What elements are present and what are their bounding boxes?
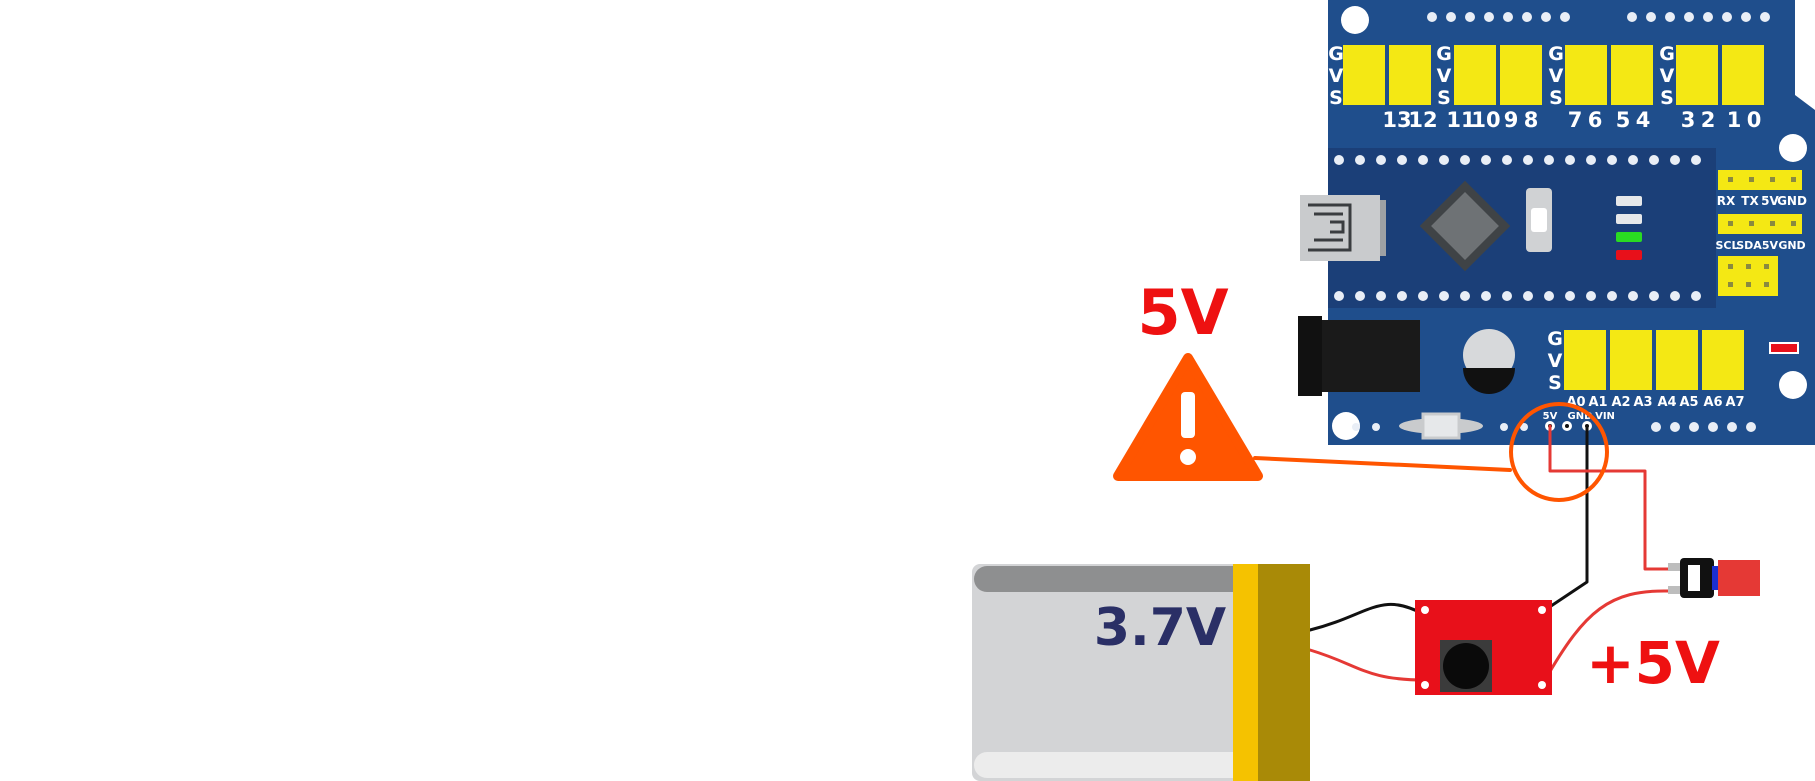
wires (1253, 402, 1670, 682)
uart-label: TX (1741, 194, 1759, 208)
mounting-hole (1341, 6, 1369, 34)
status-leds-icon (1616, 196, 1642, 260)
gvs-letter: G (1328, 43, 1344, 65)
uart-header: RX TX 5V GND (1717, 170, 1807, 208)
gvs-labels-bottom: G V S (1547, 328, 1563, 394)
pin-label: 4 (1636, 108, 1651, 132)
top-pin-row (1427, 12, 1770, 22)
analog-pin-label: A2 (1611, 395, 1630, 410)
power-pin-holes (1545, 421, 1592, 431)
output-voltage-label: +5V (1586, 629, 1720, 697)
gvs-letter: V (1548, 350, 1563, 372)
gvs-letter: V (1660, 65, 1675, 87)
i2c-label: SDA (1736, 239, 1762, 252)
uart-label: GND (1777, 194, 1807, 208)
pin-label: 9 (1504, 108, 1519, 132)
small-switch-icon (1399, 412, 1483, 440)
warning-exclamation-dot (1180, 449, 1196, 465)
i2c-label: GND (1778, 239, 1805, 252)
mounting-hole (1779, 371, 1807, 399)
analog-pin-label: A6 (1703, 395, 1722, 410)
analog-headers (1564, 330, 1744, 390)
analog-pin-labels: A0 A1 A2 A3 A4 A5 A6 A7 (1566, 395, 1744, 410)
power-pin-label: VIN (1595, 411, 1615, 422)
gvs-letter: S (1548, 372, 1562, 394)
pin-label: 6 (1588, 108, 1603, 132)
power-pin-label: 5V (1543, 411, 1558, 422)
gvs-letter: G (1548, 43, 1564, 65)
nano-pin-row-bottom (1334, 291, 1701, 301)
warning-highlight-circle (1509, 402, 1609, 502)
pin-label: 8 (1524, 108, 1539, 132)
extra-header (1718, 256, 1778, 296)
uart-label: 5V (1761, 194, 1779, 208)
wire-switch-to-module (1543, 589, 1670, 682)
wire-gnd-to-module (1543, 424, 1589, 612)
sensor-shield-board: G V S G V S G V S G V S 13 12 11 10 9 8 … (1298, 0, 1815, 445)
mounting-hole (1332, 412, 1360, 440)
power-pin-label: GND (1568, 411, 1593, 422)
capacitor-icon (1463, 329, 1515, 394)
boost-converter-module (1415, 600, 1552, 695)
pin-label: 1 (1727, 108, 1742, 132)
nano-board (1300, 148, 1716, 308)
battery-voltage-label: 3.7V (1094, 598, 1226, 658)
warning-sign: 5V (1113, 276, 1263, 481)
pin-label: 0 (1747, 108, 1762, 132)
mounting-hole (1779, 134, 1807, 162)
smd-led-icon (1769, 342, 1799, 354)
lipo-battery: 3.7V (972, 564, 1310, 781)
i2c-header: SCL SDA 5V GND (1715, 214, 1806, 252)
wire-5v-to-switch (1548, 424, 1670, 571)
gvs-letter: V (1549, 65, 1564, 87)
gvs-letter: V (1437, 65, 1452, 87)
gvs-letter: G (1547, 328, 1563, 350)
warning-exclamation-bar (1181, 392, 1195, 438)
bottom-pin-row (1352, 422, 1756, 432)
wire-battery-red (1308, 648, 1427, 682)
gvs-letter: G (1436, 43, 1452, 65)
pin-label: 3 (1681, 108, 1696, 132)
dc-jack-icon (1298, 316, 1420, 396)
power-pin-labels: 5V GND VIN (1543, 411, 1615, 422)
gvs-letter: V (1329, 65, 1344, 87)
uart-label: RX (1717, 194, 1736, 208)
pin-label: 2 (1701, 108, 1716, 132)
i2c-label: 5V (1762, 239, 1779, 252)
gvs-letter: G (1659, 43, 1675, 65)
i2c-label: SCL (1715, 239, 1738, 252)
pin-label: 12 (1408, 108, 1437, 132)
analog-pin-label: A5 (1679, 395, 1698, 410)
pin-label: 11 (1446, 108, 1475, 132)
digital-pin-labels: 13 12 11 10 9 8 7 6 5 4 3 2 1 0 (1382, 108, 1761, 132)
pin-label: 13 (1382, 108, 1411, 132)
wire-battery-black (1308, 602, 1427, 632)
reset-button-icon (1526, 188, 1552, 252)
warning-pointer-line (1253, 456, 1512, 472)
analog-pin-label: A1 (1588, 395, 1607, 410)
analog-pin-label: A4 (1657, 395, 1676, 410)
gvs-letter: S (1329, 87, 1343, 109)
pin-label: 5 (1616, 108, 1631, 132)
nano-pin-row-top (1334, 155, 1701, 165)
gvs-letter: S (1660, 87, 1674, 109)
analog-pin-label: A3 (1633, 395, 1652, 410)
gvs-labels-top: G V S G V S G V S G V S (1328, 43, 1675, 109)
slide-switch-icon (1668, 558, 1760, 598)
gvs-letter: S (1549, 87, 1563, 109)
pin-label: 7 (1568, 108, 1583, 132)
usb-port-icon (1300, 195, 1386, 261)
digital-headers (1343, 45, 1764, 105)
pin-label: 10 (1471, 108, 1500, 132)
analog-pin-label: A7 (1725, 395, 1744, 410)
warning-voltage-label: 5V (1137, 276, 1228, 349)
gvs-letter: S (1437, 87, 1451, 109)
